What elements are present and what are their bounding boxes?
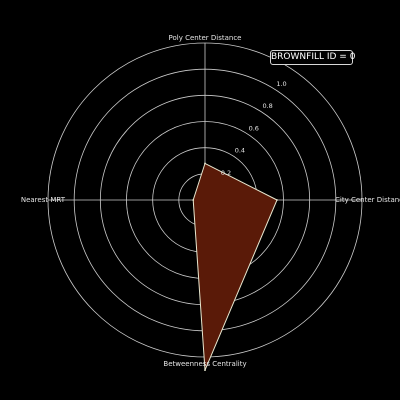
radial-tick-label: 0.6 [249,124,259,132]
data-point-nearest-mrt [192,199,195,201]
radial-tick-label: 0.8 [262,102,272,110]
brownfill-id-annotation: BROWNFILL ID = 0 [270,50,355,65]
radial-tick-label: 0.4 [235,147,245,155]
data-point-betweenness-centrality [204,369,206,371]
axis-label-nearest-mrt: Nearest MRT [21,196,66,204]
axis-label-betweenness-centrality: Betweenness Centrality [163,360,246,368]
data-point-city-center-distance [276,199,278,201]
axis-label-poly-center-distance: Poly Center Distance [169,34,242,42]
radial-tick-label: 1.0 [276,80,286,88]
axis-label-city-center-distance: City Center Distance [335,196,400,204]
radial-tick-label: 0.2 [221,169,231,177]
label-layer: 0.2 0.4 0.6 0.8 1.0 City Center Distance Poly … [21,34,400,368]
series-layer [192,162,278,371]
data-point-poly-center-distance [204,162,206,165]
series-area [192,162,278,371]
